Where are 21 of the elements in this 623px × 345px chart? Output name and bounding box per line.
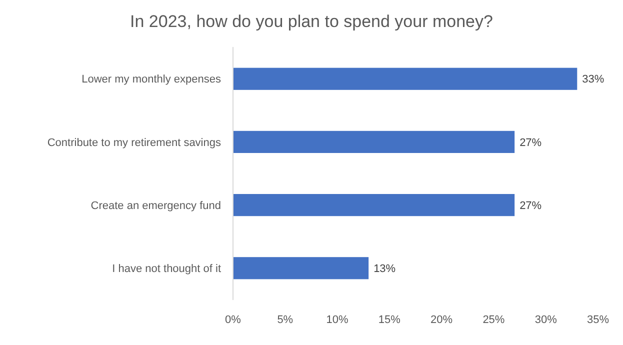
y-tick-label: Lower my monthly expenses — [82, 74, 222, 86]
x-tick-label: 35% — [586, 314, 610, 326]
data-label: 13% — [374, 262, 396, 275]
y-tick-label: I have not thought of it — [112, 262, 221, 275]
y-tick-label: Contribute to my retirement savings — [47, 136, 222, 149]
x-tick-label: 5% — [277, 314, 294, 326]
bar — [233, 68, 578, 90]
x-tick-label: 20% — [430, 314, 453, 326]
x-tick-label: 15% — [378, 314, 401, 326]
data-label: 33% — [582, 74, 604, 86]
y-tick-label: Create an emergency fund — [90, 200, 221, 212]
x-tick-label: 0% — [225, 314, 242, 326]
bar — [233, 257, 369, 280]
bar — [233, 130, 515, 153]
x-tick-label: 25% — [482, 314, 505, 326]
data-label: 27% — [520, 136, 542, 149]
bar — [233, 194, 515, 216]
x-tick-label: 10% — [326, 314, 349, 326]
x-tick-label: 30% — [534, 314, 558, 326]
data-label: 27% — [520, 200, 542, 212]
chart-title: In 2023, how do you plan to spend your money? — [130, 12, 493, 31]
